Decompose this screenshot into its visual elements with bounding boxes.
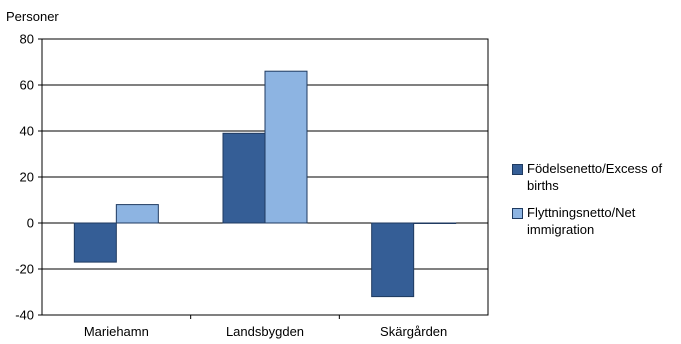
y-tick-label: 0 xyxy=(27,216,34,231)
legend-item-births: Födelsenetto/Excess of births xyxy=(512,160,681,194)
y-tick-label: 40 xyxy=(20,124,34,139)
bar-births-2 xyxy=(371,222,415,298)
legend-item-immigration: Flyttningsnetto/Net immigration xyxy=(512,204,681,238)
legend-label-births: Födelsenetto/Excess of births xyxy=(527,161,663,193)
x-tick-label: Mariehamn xyxy=(84,324,149,339)
bar-immigration-0 xyxy=(115,204,159,224)
y-tick-label: -20 xyxy=(15,262,34,277)
legend: Födelsenetto/Excess of births Flyttnings… xyxy=(512,160,681,248)
bar-births-0 xyxy=(73,222,117,263)
bar-immigration-1 xyxy=(264,70,308,224)
y-tick-labels: 80 60 40 20 0 -20 -40 xyxy=(15,32,42,323)
x-tick-label: Landsbygden xyxy=(226,324,304,339)
bars xyxy=(73,70,457,298)
y-tick-label: 20 xyxy=(20,170,34,185)
x-tick-label: Skärgården xyxy=(380,324,447,339)
y-axis-label: Personer xyxy=(6,9,59,24)
legend-swatch-immigration xyxy=(512,208,523,219)
legend-label-immigration: Flyttningsnetto/Net immigration xyxy=(527,205,636,237)
y-tick-label: -40 xyxy=(15,308,34,323)
bar-immigration-2 xyxy=(413,222,457,224)
y-tick-label: 80 xyxy=(20,32,34,47)
bar-births-1 xyxy=(222,132,266,224)
plot-area-border xyxy=(41,38,489,316)
x-tick-labels: Mariehamn Landsbygden Skärgården xyxy=(84,315,447,339)
legend-swatch-births xyxy=(512,164,523,175)
y-tick-label: 60 xyxy=(20,78,34,93)
